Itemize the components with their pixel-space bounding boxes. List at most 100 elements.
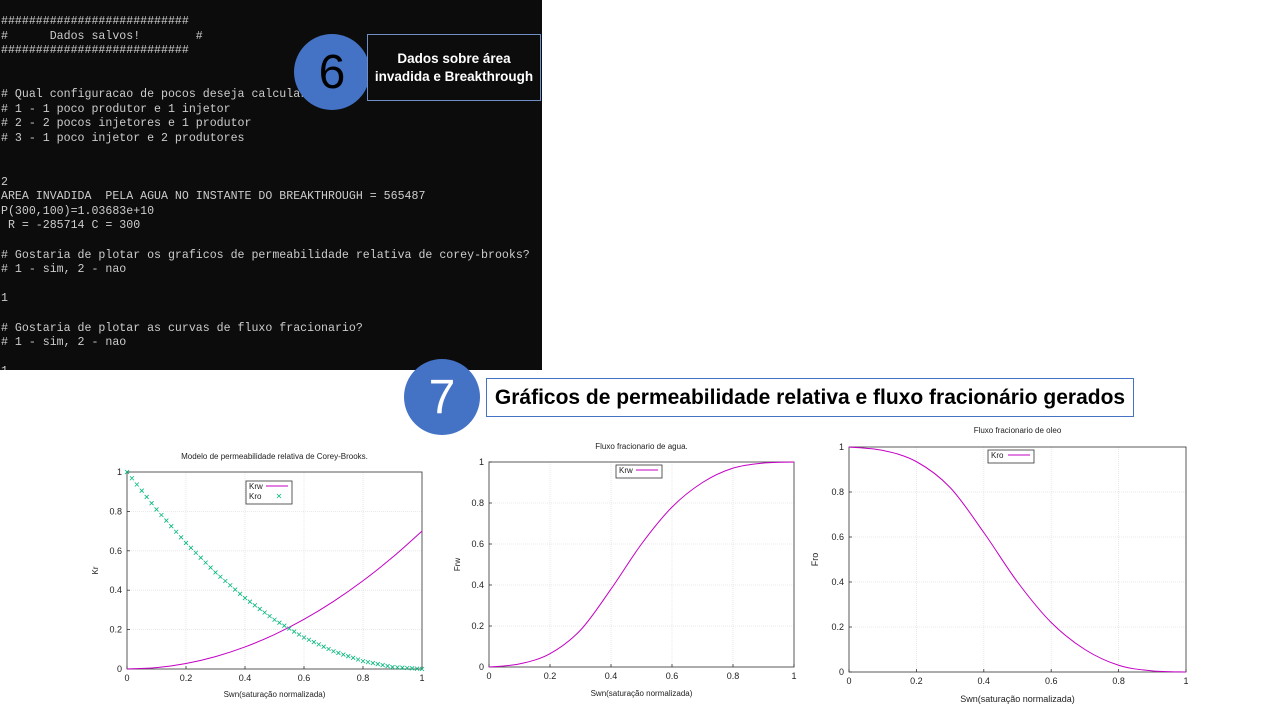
data-point-kro [296, 632, 302, 637]
terminal-line: 2 [1, 175, 8, 189]
series-line-kro [848, 446, 1187, 673]
x-axis-label: Swn(saturação normalizada) [591, 689, 693, 698]
terminal-line: AREA INVADIDA PELA AGUA NO INSTANTE DO B… [1, 190, 426, 204]
data-point-kro [350, 655, 356, 661]
data-point-kro [218, 574, 223, 580]
data-point-kro [183, 540, 189, 546]
chart-svg: 0 0.2 0.4 0.6 0.8 1 0 0.2 0.4 0.6 0.8 1 Fluxo fracio… [810, 426, 1189, 704]
data-point-kro [316, 642, 322, 647]
series-line-krw [488, 461, 795, 668]
data-point-kro [237, 591, 243, 597]
data-point-kro [124, 469, 130, 475]
data-point-kro [370, 660, 376, 666]
terminal-line: # 1 - sim, 2 - nao [1, 263, 127, 277]
y-tick-label: 1 [117, 467, 122, 477]
plot-frame [126, 471, 423, 670]
x-tick-label: 0.8 [727, 671, 740, 681]
step-7-label: Gráficos de permeabilidade relativa e fl… [494, 385, 1126, 409]
data-point-kro [188, 545, 194, 551]
series-line-krw [126, 530, 423, 670]
data-point-kro [400, 665, 405, 670]
x-tick-label: 1 [791, 671, 796, 681]
data-point-kro [173, 529, 179, 535]
data-point-kro [306, 637, 312, 643]
data-point-kro [390, 664, 395, 670]
y-tick-label: 0 [117, 664, 122, 674]
x-tick-label: 0 [846, 676, 851, 686]
plot-frame [848, 446, 1187, 673]
x-tick-label: 0.4 [978, 676, 991, 686]
y-tick-label: 0 [479, 662, 484, 672]
y-tick-label: 0.2 [109, 625, 122, 635]
x-tick-label: 0.4 [239, 673, 252, 683]
data-point-kro [385, 663, 390, 669]
data-point-kro [247, 599, 253, 604]
x-tick-label: 0.6 [298, 673, 311, 683]
y-tick-label: 1 [479, 457, 484, 467]
x-tick-label: 0.8 [1112, 676, 1125, 686]
y-axis-label: Fro [810, 553, 820, 567]
y-tick-label: 0 [839, 667, 844, 677]
data-point-kro [252, 603, 258, 608]
terminal-line: # Dados salvos! # [1, 29, 203, 43]
plot-frame [488, 461, 795, 668]
x-tick-label: 0 [124, 673, 129, 683]
data-point-kro [154, 507, 159, 512]
terminal-line: 1 [1, 292, 8, 306]
step-7-callout: Gráficos de permeabilidade relativa e fl… [486, 378, 1134, 417]
data-point-kro [227, 582, 233, 588]
data-point-kro [164, 518, 169, 523]
y-axis-label: Frw [453, 558, 462, 572]
data-point-kro [178, 535, 184, 540]
chart-water-fractional-flow: 0 0.2 0.4 0.6 0.8 1 0 0.2 0.4 0.6 0.8 1 Fluxo fracio… [450, 436, 804, 702]
y-tick-label: 0.4 [831, 577, 844, 587]
x-tick-label: 0 [486, 671, 491, 681]
chart-oil-fractional-flow: 0 0.2 0.4 0.6 0.8 1 0 0.2 0.4 0.6 0.8 1 Fluxo fracio… [808, 422, 1196, 708]
data-point-kro [360, 658, 366, 664]
data-point-kro [291, 629, 297, 634]
x-axis-label: Swn(saturação normalizada) [960, 694, 1075, 704]
data-point-kro [395, 665, 400, 670]
y-tick-label: 0.6 [471, 539, 484, 549]
chart-title: Fluxo fracionario de oleo [974, 426, 1062, 435]
terminal-line: R = -285714 C = 300 [1, 219, 141, 233]
legend-box [615, 464, 663, 479]
terminal-line: ########################### [1, 44, 189, 58]
data-point-kro [242, 595, 248, 601]
legend-label: Krw [249, 482, 263, 491]
data-point-kro [134, 482, 140, 487]
chart-title: Modelo de permeabilidade relativa de Cor… [181, 452, 368, 461]
data-point-kro [232, 587, 238, 592]
data-point-kro [203, 560, 208, 565]
data-point-kro [336, 650, 341, 656]
y-tick-label: 0.8 [831, 487, 844, 497]
y-tick-label: 0.2 [831, 622, 844, 632]
y-tick-label: 0.8 [109, 506, 122, 516]
data-point-kro [419, 666, 425, 672]
data-point-kro [168, 523, 174, 529]
y-tick-label: 0.2 [471, 621, 484, 631]
data-point-kro [326, 646, 331, 652]
step-6-number: 6 [318, 45, 346, 99]
terminal-line: # 3 - 1 poco injetor e 2 produtores [1, 131, 245, 145]
data-point-kro [286, 626, 292, 631]
data-point-kro [272, 617, 277, 623]
data-point-kro [375, 661, 381, 667]
data-point-kro [139, 488, 145, 493]
x-tick-label: 0.6 [666, 671, 679, 681]
data-point-kro [277, 620, 282, 625]
data-point-kro [282, 623, 287, 628]
terminal-line: ########################### [1, 15, 189, 28]
x-tick-label: 0.2 [544, 671, 557, 681]
step-6-label: Dados sobre área invadida e Breakthrough [374, 50, 534, 84]
data-point-kro [365, 659, 371, 665]
data-point-kro [321, 644, 326, 649]
x-tick-label: 0.2 [180, 673, 193, 683]
legend-box [245, 480, 293, 505]
y-tick-label: 1 [839, 442, 844, 452]
data-point-kro [223, 578, 228, 584]
terminal-line: 1 [1, 365, 8, 370]
chart-relative-permeability: 0 0.2 0.4 0.6 0.8 1 0 0.2 0.4 0.6 0.8 1 Modelo de pe… [88, 445, 432, 703]
x-axis-label: Swn(saturação normalizada) [224, 690, 326, 699]
x-tick-label: 1 [419, 673, 424, 683]
